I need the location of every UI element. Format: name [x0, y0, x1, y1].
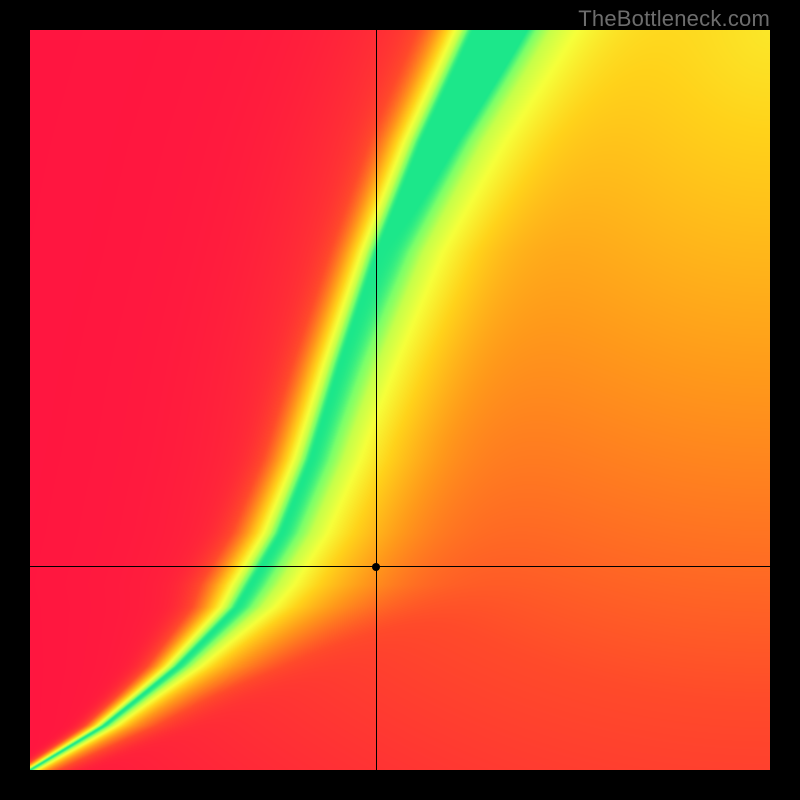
- crosshair-vertical: [376, 30, 377, 770]
- page-root: TheBottleneck.com: [0, 0, 800, 800]
- marker-dot: [372, 563, 380, 571]
- heatmap-plot: [30, 30, 770, 770]
- heatmap-canvas: [30, 30, 770, 770]
- crosshair-horizontal: [30, 566, 770, 567]
- watermark-text: TheBottleneck.com: [578, 6, 770, 32]
